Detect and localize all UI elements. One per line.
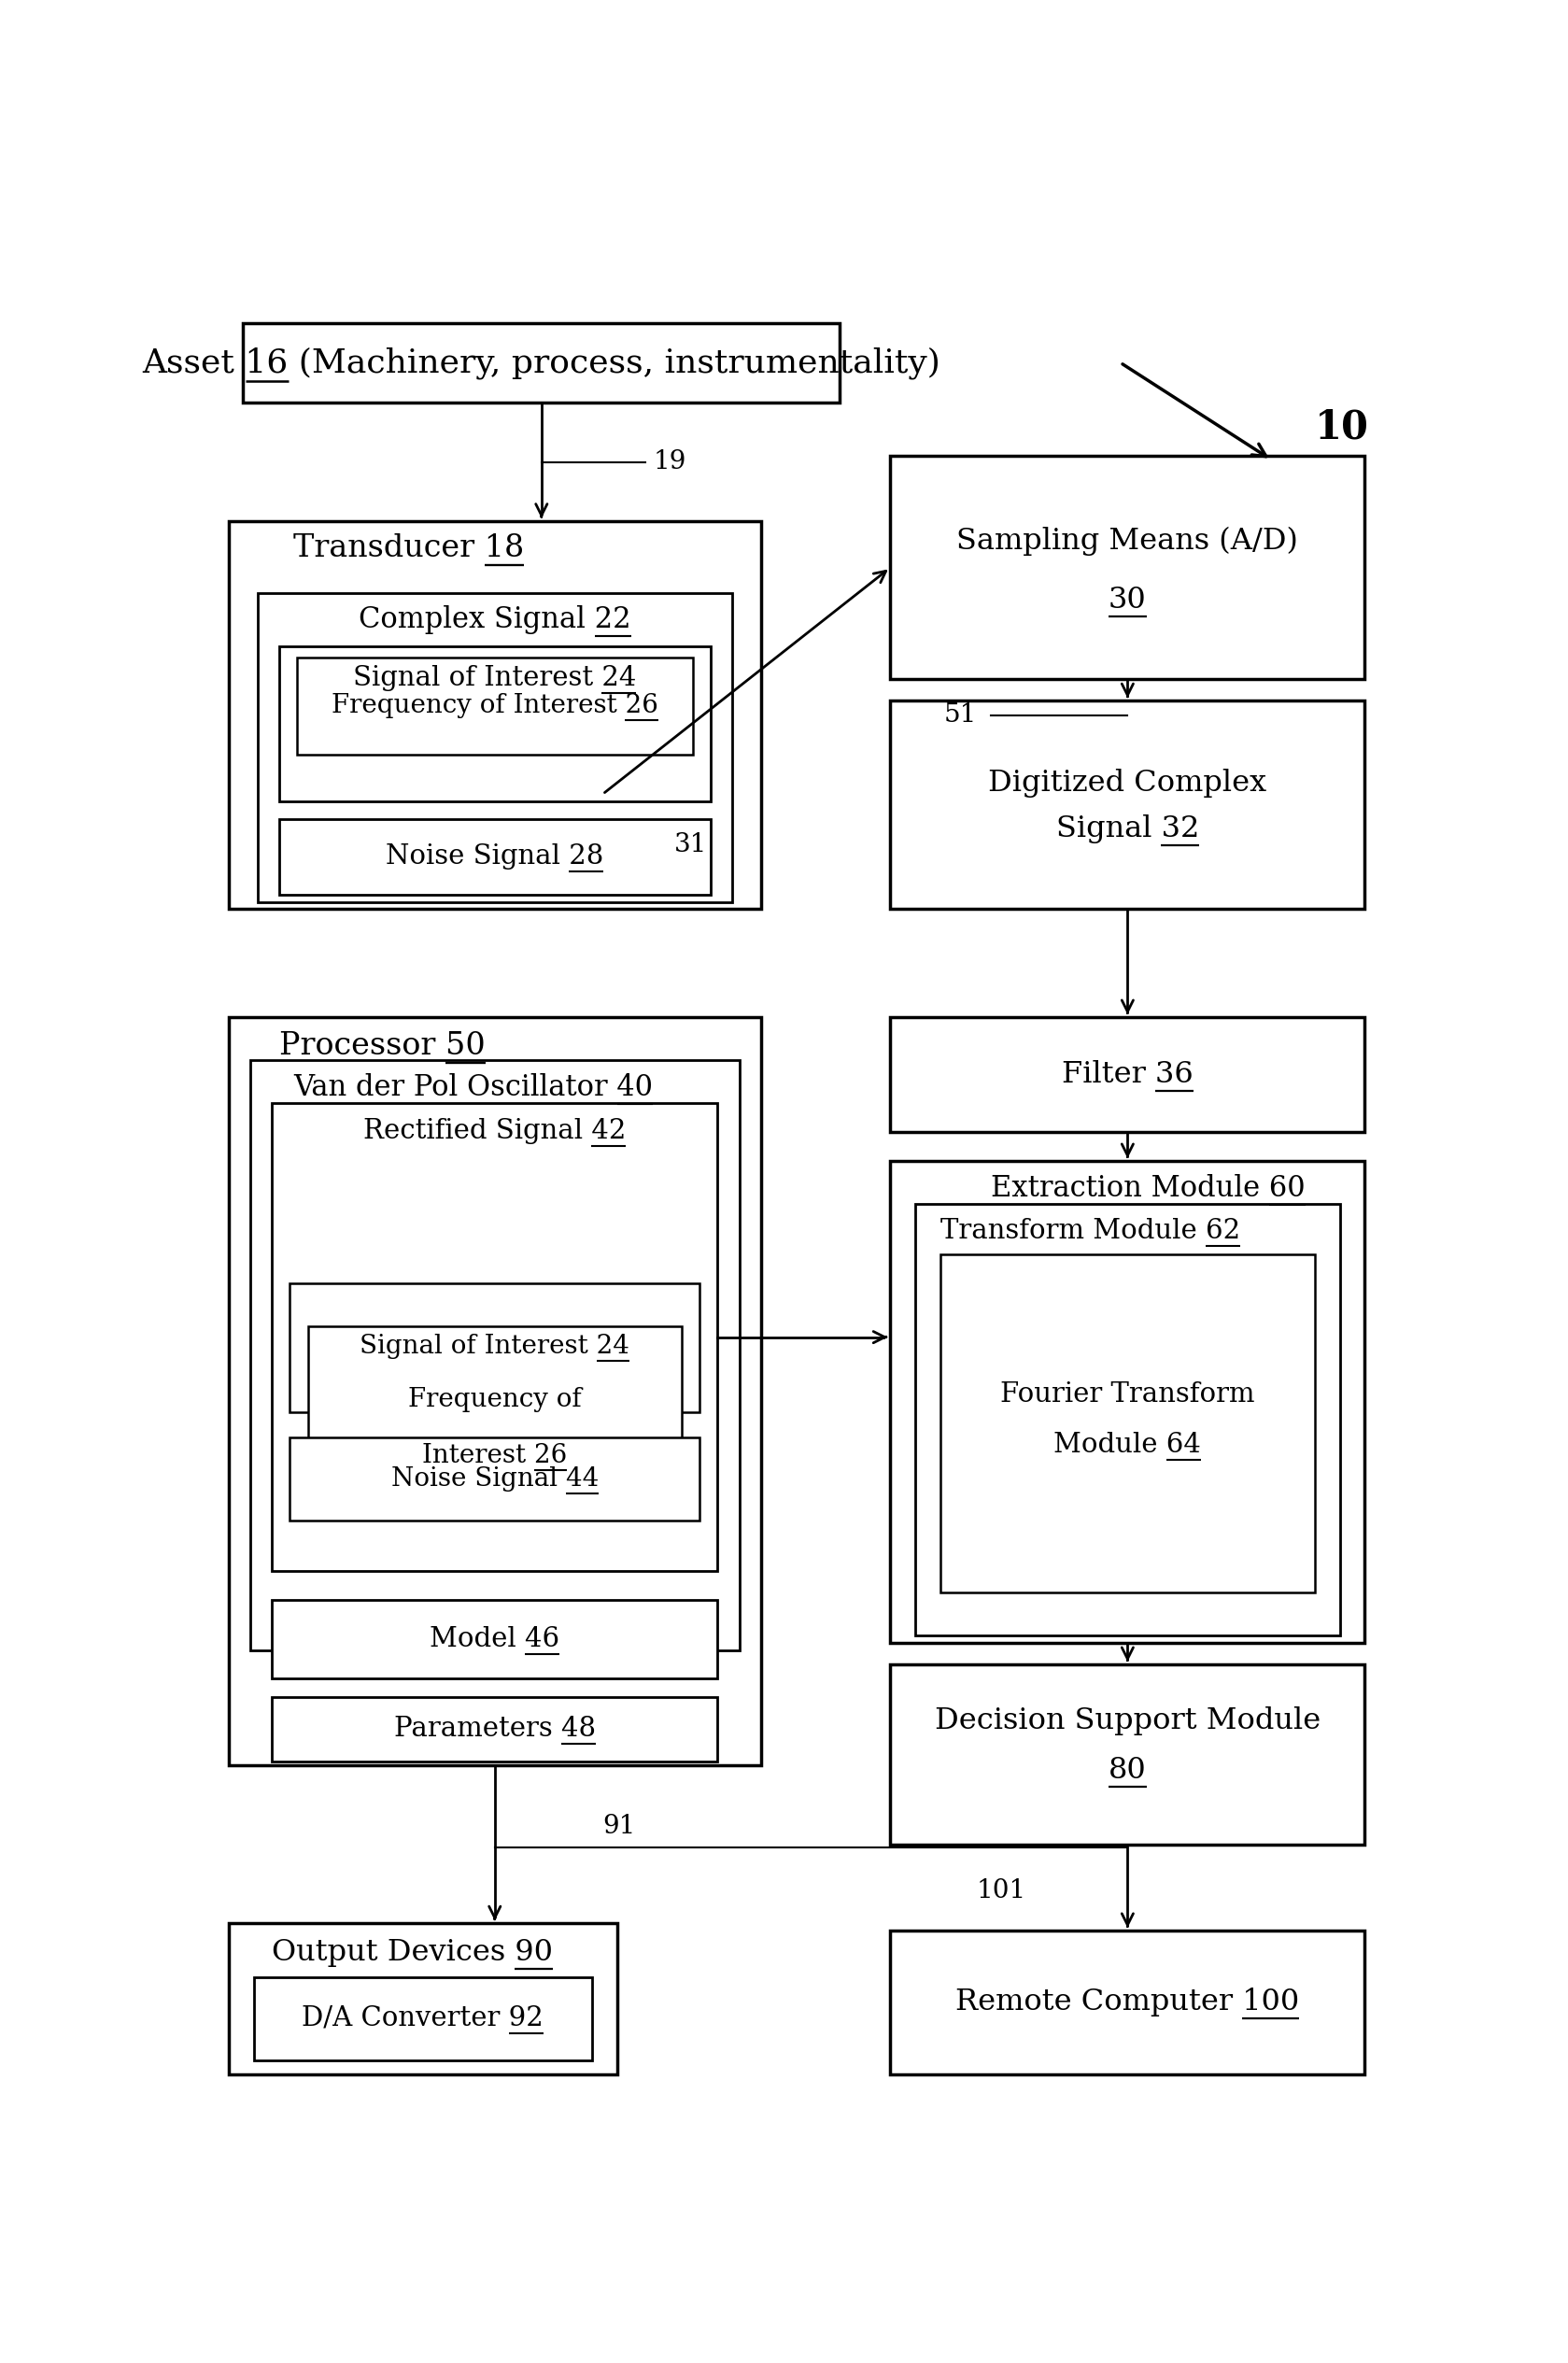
Text: Frequency of: Frequency of [408,1387,582,1413]
Bar [229,1923,616,2075]
Text: 10: 10 [1314,409,1369,447]
Bar [891,1931,1364,2075]
Bar [916,1205,1339,1635]
Text: 101: 101 [977,1879,1027,1905]
Bar [279,647,710,801]
Text: Signal 32: Signal 32 [1055,815,1200,844]
Bar [891,1016,1364,1132]
Bar [290,1437,699,1519]
Bar [271,1697,718,1760]
Text: D/A Converter 92: D/A Converter 92 [303,2006,544,2032]
Text: 31: 31 [674,832,707,858]
Text: Module 64: Module 64 [1054,1432,1201,1458]
Text: Digitized Complex: Digitized Complex [988,768,1267,799]
Text: Transducer 18: Transducer 18 [293,534,524,562]
Text: Sampling Means (A/D): Sampling Means (A/D) [956,527,1298,555]
Text: 91: 91 [602,1812,635,1838]
Bar [229,520,760,910]
Text: Noise Signal 44: Noise Signal 44 [390,1465,599,1491]
Bar [891,1160,1364,1642]
Text: Asset 16 (Machinery, process, instrumentality): Asset 16 (Machinery, process, instrument… [143,347,941,378]
Text: 19: 19 [652,449,685,475]
Text: Output Devices 90: Output Devices 90 [271,1938,554,1966]
Text: Signal of Interest 24: Signal of Interest 24 [353,664,637,690]
Bar [254,1978,591,2061]
Text: Parameters 48: Parameters 48 [394,1716,596,1742]
Bar [257,593,732,903]
Text: Decision Support Module: Decision Support Module [935,1706,1320,1734]
Text: Van der Pol Oscillator 40: Van der Pol Oscillator 40 [293,1073,652,1101]
Bar [296,657,693,754]
Bar [891,456,1364,678]
Text: Signal of Interest 24: Signal of Interest 24 [361,1333,630,1359]
Text: Remote Computer 100: Remote Computer 100 [955,1987,1300,2018]
Bar [279,820,710,896]
Text: Noise Signal 28: Noise Signal 28 [386,844,604,870]
Text: Processor 50: Processor 50 [279,1030,485,1061]
Bar [307,1326,682,1512]
Bar [251,1061,739,1649]
Text: Complex Signal 22: Complex Signal 22 [359,605,630,636]
Text: 30: 30 [1109,586,1146,614]
Text: Rectified Signal 42: Rectified Signal 42 [364,1118,626,1144]
Text: Transform Module 62: Transform Module 62 [941,1219,1240,1245]
Bar [271,1600,718,1678]
Text: Filter 36: Filter 36 [1062,1061,1193,1089]
Bar [891,702,1364,910]
Text: Fourier Transform: Fourier Transform [1000,1382,1254,1408]
Bar [229,1016,760,1765]
Text: Extraction Module 60: Extraction Module 60 [991,1174,1305,1203]
Text: 80: 80 [1109,1756,1146,1786]
Bar [941,1255,1314,1593]
Text: Frequency of Interest 26: Frequency of Interest 26 [331,692,659,718]
Text: 51: 51 [944,702,977,728]
Text: Interest 26: Interest 26 [422,1444,568,1467]
Bar [243,324,840,402]
Bar [290,1283,699,1413]
Text: Model 46: Model 46 [430,1626,560,1652]
Bar [271,1104,718,1571]
Bar [891,1664,1364,1843]
